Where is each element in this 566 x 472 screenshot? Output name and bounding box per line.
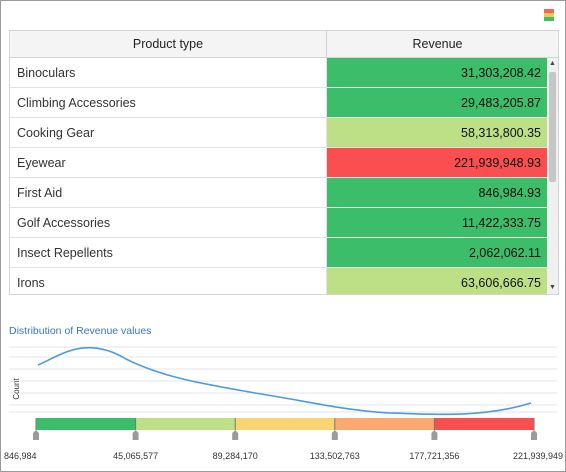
threshold-handle[interactable]: 221,939,949 — [513, 418, 563, 461]
threshold-handle[interactable]: 177,721,356 — [409, 418, 459, 461]
product-type-cell: Climbing Accessories — [10, 88, 327, 117]
revenue-cell: 221,939,948.93 — [327, 148, 547, 177]
table-row[interactable]: Insect Repellents 2,062,062.11 — [10, 238, 558, 268]
revenue-cell: 29,483,205.87 — [327, 88, 547, 117]
table-header: Product type Revenue — [10, 31, 558, 58]
threshold-handle[interactable]: 89,284,170 — [213, 418, 258, 461]
threshold-label: 45,065,577 — [113, 451, 158, 461]
product-type-cell: Insect Repellents — [10, 238, 327, 267]
product-type-cell: First Aid — [10, 178, 327, 207]
table-row[interactable]: Eyewear 221,939,948.93 — [10, 148, 558, 178]
product-type-cell: Golf Accessories — [10, 208, 327, 237]
revenue-cell: 11,422,333.75 — [327, 208, 547, 237]
table-row[interactable]: Binoculars 31,303,208.42 — [10, 58, 558, 88]
threshold-label: 133,502,763 — [310, 451, 360, 461]
distribution-curve — [37, 346, 532, 416]
color-bands — [36, 418, 534, 430]
revenue-cell: 63,606,666.75 — [327, 268, 547, 294]
product-type-cell: Irons — [10, 268, 327, 294]
palette-stripe — [544, 17, 554, 21]
handle-grip-icon[interactable] — [431, 430, 438, 440]
threshold-handle[interactable]: 133,502,763 — [310, 418, 360, 461]
table-body: Binoculars 31,303,208.42 Climbing Accessor… — [10, 58, 558, 294]
color-band-3 — [235, 418, 335, 430]
distribution-chart: Count 846,984 45,065,577 89,284,170 133,502… — [4, 346, 563, 461]
handle-grip-icon[interactable] — [232, 430, 239, 440]
color-band-1 — [36, 418, 136, 430]
threshold-label: 177,721,356 — [409, 451, 459, 461]
y-axis-label: Count — [12, 378, 21, 400]
table-row[interactable]: Golf Accessories 11,422,333.75 — [10, 208, 558, 238]
distribution-title: Distribution of Revenue values — [9, 325, 152, 337]
column-header-product-type[interactable]: Product type — [10, 31, 327, 57]
product-type-cell: Binoculars — [10, 58, 327, 87]
threshold-handles: 846,984 45,065,577 89,284,170 133,502,763 17… — [4, 418, 563, 461]
palette-stripe — [544, 13, 554, 17]
threshold-label: 221,939,949 — [513, 451, 563, 461]
product-type-cell: Cooking Gear — [10, 118, 327, 147]
revenue-table: Product type Revenue Binoculars 31,303,20… — [9, 30, 559, 295]
color-band-4 — [334, 418, 435, 430]
color-band-2 — [135, 418, 236, 430]
table-row[interactable]: First Aid 846,984.93 — [10, 178, 558, 208]
threshold-handle[interactable]: 45,065,577 — [113, 418, 158, 461]
threshold-label: 89,284,170 — [213, 451, 258, 461]
palette-stripe — [544, 9, 554, 13]
color-palette-icon[interactable] — [544, 9, 554, 21]
color-band-5 — [434, 418, 534, 430]
revenue-cell: 58,313,800.35 — [327, 118, 547, 147]
vertical-scrollbar[interactable]: ▲ ▼ — [547, 58, 558, 294]
table-row[interactable]: Irons 63,606,666.75 — [10, 268, 558, 294]
scrollbar-thumb[interactable] — [549, 72, 556, 182]
handle-grip-icon[interactable] — [531, 430, 537, 440]
threshold-label: 846,984 — [4, 451, 37, 461]
gridlines — [9, 346, 557, 413]
scroll-down-arrow-icon[interactable]: ▼ — [549, 284, 556, 291]
table-row[interactable]: Cooking Gear 58,313,800.35 — [10, 118, 558, 148]
product-type-cell: Eyewear — [10, 148, 327, 177]
handle-grip-icon[interactable] — [33, 430, 39, 440]
revenue-cell: 31,303,208.42 — [327, 58, 547, 87]
threshold-handle[interactable]: 846,984 — [4, 418, 39, 461]
column-header-revenue[interactable]: Revenue — [412, 37, 463, 51]
handle-grip-icon[interactable] — [132, 430, 139, 440]
revenue-cell: 2,062,062.11 — [327, 238, 547, 267]
scroll-up-arrow-icon[interactable]: ▲ — [549, 60, 556, 67]
revenue-cell: 846,984.93 — [327, 178, 547, 207]
table-row[interactable]: Climbing Accessories 29,483,205.87 — [10, 88, 558, 118]
handle-grip-icon[interactable] — [331, 430, 338, 440]
